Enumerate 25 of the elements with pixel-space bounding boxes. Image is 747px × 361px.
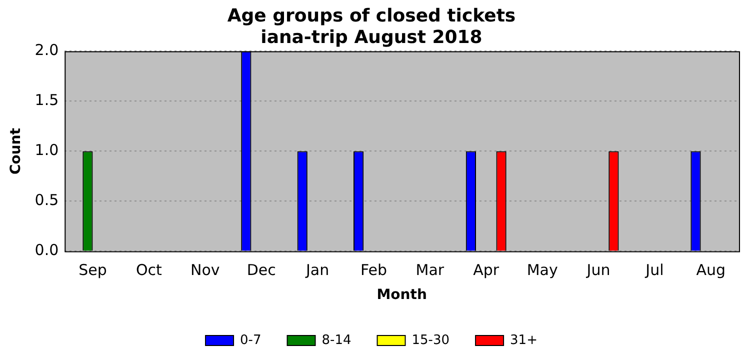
x-tick-label: May xyxy=(526,261,558,280)
y-tick-label: 0.0 xyxy=(34,241,59,260)
y-tick-label: 0.5 xyxy=(34,191,59,210)
x-tick-label: Feb xyxy=(360,261,388,280)
y-axis-title: Count xyxy=(8,128,24,174)
x-tick-label: Sep xyxy=(78,261,107,280)
x-tick-label: Apr xyxy=(473,261,500,280)
legend-label: 0-7 xyxy=(240,332,262,348)
y-tick-label: 2.0 xyxy=(34,41,59,60)
x-tick-label: Oct xyxy=(136,261,162,280)
legend-label: 31+ xyxy=(510,332,538,348)
y-tick-label: 1.5 xyxy=(34,91,59,110)
legend-label: 15-30 xyxy=(412,332,450,348)
x-tick-label: Aug xyxy=(696,261,726,280)
x-tick-label: Jul xyxy=(644,261,664,280)
legend-label: 8-14 xyxy=(322,332,352,348)
x-tick-label: Jun xyxy=(586,261,610,280)
x-tick-label: Mar xyxy=(416,261,445,280)
x-tick-label: Dec xyxy=(246,261,276,280)
x-axis-title: Month xyxy=(376,287,427,304)
x-tick-label: Nov xyxy=(190,261,220,280)
x-tick-label: Jan xyxy=(304,261,330,280)
y-tick-label: 1.0 xyxy=(34,141,59,160)
chart-subtitle: iana-trip August 2018 xyxy=(260,27,482,48)
chart-title: Age groups of closed tickets xyxy=(227,5,516,26)
